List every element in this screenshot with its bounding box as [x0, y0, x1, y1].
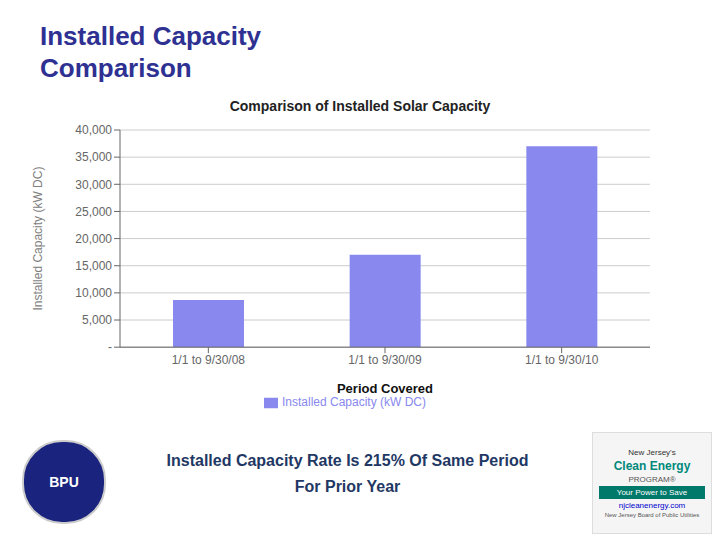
svg-text:1/1 to 9/30/08: 1/1 to 9/30/08	[172, 353, 246, 367]
html-text:Installed Capacity (kW DC): Installed Capacity (kW DC)	[282, 395, 426, 410]
html-text:Installed Capacity Rate Is 215: Installed Capacity Rate Is 215% Of Same …	[166, 452, 529, 469]
svg-text:20,000: 20,000	[75, 232, 112, 246]
html-text:New Jersey's: New Jersey's	[628, 448, 676, 457]
html-text:Clean Energy: Clean Energy	[613, 459, 691, 473]
html-text:BPU: BPU	[49, 474, 79, 490]
html-text:njcleanenergy.com: njcleanenergy.com	[618, 501, 686, 510]
svg-text:10,000: 10,000	[75, 286, 112, 300]
svg-text:Installed Capacity (kW DC): Installed Capacity (kW DC)	[31, 167, 45, 311]
html-text:New Jersey Board of Public Uti: New Jersey Board of Public Utilities	[604, 512, 700, 518]
html-text:Comparison of Installed Solar: Comparison of Installed Solar Capacity	[229, 98, 491, 114]
html-text:Comparison: Comparison	[40, 53, 192, 83]
html-text:Installed Capacity: Installed Capacity	[40, 21, 262, 51]
html-text:PROGRAM®: PROGRAM®	[628, 475, 676, 484]
html-text:Your Power to Save: Your Power to Save	[616, 488, 688, 497]
svg-text:1/1 to 9/30/09: 1/1 to 9/30/09	[348, 353, 422, 367]
svg-text:-: -	[108, 340, 112, 354]
svg-text:30,000: 30,000	[75, 178, 112, 192]
svg-text:1/1 to 9/30/10: 1/1 to 9/30/10	[525, 353, 599, 367]
svg-text:15,000: 15,000	[75, 259, 112, 273]
svg-text:25,000: 25,000	[75, 205, 112, 219]
html-text:For Prior Year: For Prior Year	[294, 478, 401, 495]
svg-text:40,000: 40,000	[75, 123, 112, 137]
svg-text:5,000: 5,000	[82, 313, 112, 327]
svg-text:Period Covered: Period Covered	[337, 381, 433, 396]
svg-text:35,000: 35,000	[75, 150, 112, 164]
